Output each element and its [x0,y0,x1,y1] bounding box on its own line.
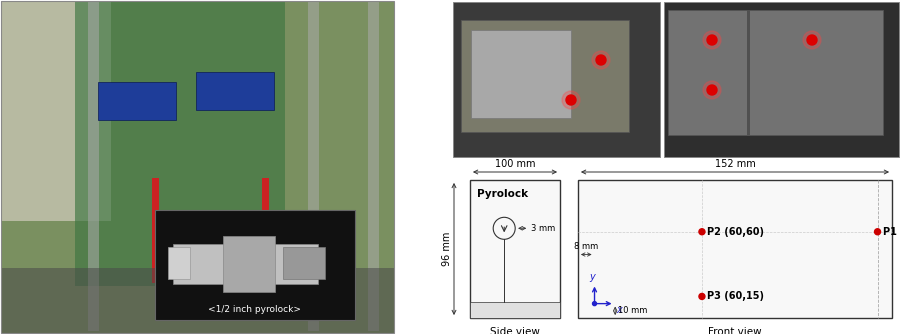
Bar [1,1,111,221]
Bar [470,302,560,318]
Bar [1,1,394,333]
Circle shape [566,95,576,105]
Text: P2 (60,60): P2 (60,60) [707,227,764,237]
Text: Side view: Side view [490,327,540,334]
Circle shape [703,81,721,99]
Circle shape [875,229,880,235]
Text: 100 mm: 100 mm [495,159,535,169]
Bar [664,2,899,157]
Circle shape [803,31,821,49]
Text: 8 mm: 8 mm [574,241,598,250]
Bar [283,247,325,279]
Text: 152 mm: 152 mm [714,159,755,169]
Bar [470,180,560,318]
Bar [471,30,571,118]
Bar [668,10,883,135]
Bar [453,160,900,334]
Bar [461,20,629,132]
Bar [88,1,99,331]
Bar [75,1,285,286]
Bar [1,268,394,333]
Text: x: x [616,305,623,315]
Circle shape [707,85,717,95]
Text: Front view: Front view [708,327,762,334]
Bar [173,244,318,284]
Bar [453,2,660,157]
Text: P3 (60,15): P3 (60,15) [707,292,764,302]
Bar [152,178,159,283]
Circle shape [703,31,721,49]
Bar [196,72,274,110]
Bar [578,180,892,318]
Circle shape [562,91,580,109]
Circle shape [593,302,596,306]
Bar [747,10,750,135]
Text: P1 (145,60): P1 (145,60) [883,227,901,237]
Circle shape [699,229,705,235]
Text: y: y [589,272,596,282]
Bar [262,178,269,283]
Circle shape [596,55,606,65]
Bar [155,210,355,320]
Circle shape [699,294,705,300]
Bar [1,1,394,333]
Bar [308,1,319,331]
Text: 10 mm: 10 mm [618,306,648,315]
Circle shape [592,51,610,69]
Bar [98,82,176,120]
Bar [223,236,275,292]
Text: Pyrolock: Pyrolock [477,189,528,199]
Text: 3 mm: 3 mm [532,224,555,233]
Bar [168,247,190,279]
Text: <1/2 inch pyrolock>: <1/2 inch pyrolock> [208,305,302,314]
Text: 96 mm: 96 mm [442,232,452,266]
Circle shape [707,35,717,45]
Bar [368,1,379,331]
Circle shape [807,35,817,45]
